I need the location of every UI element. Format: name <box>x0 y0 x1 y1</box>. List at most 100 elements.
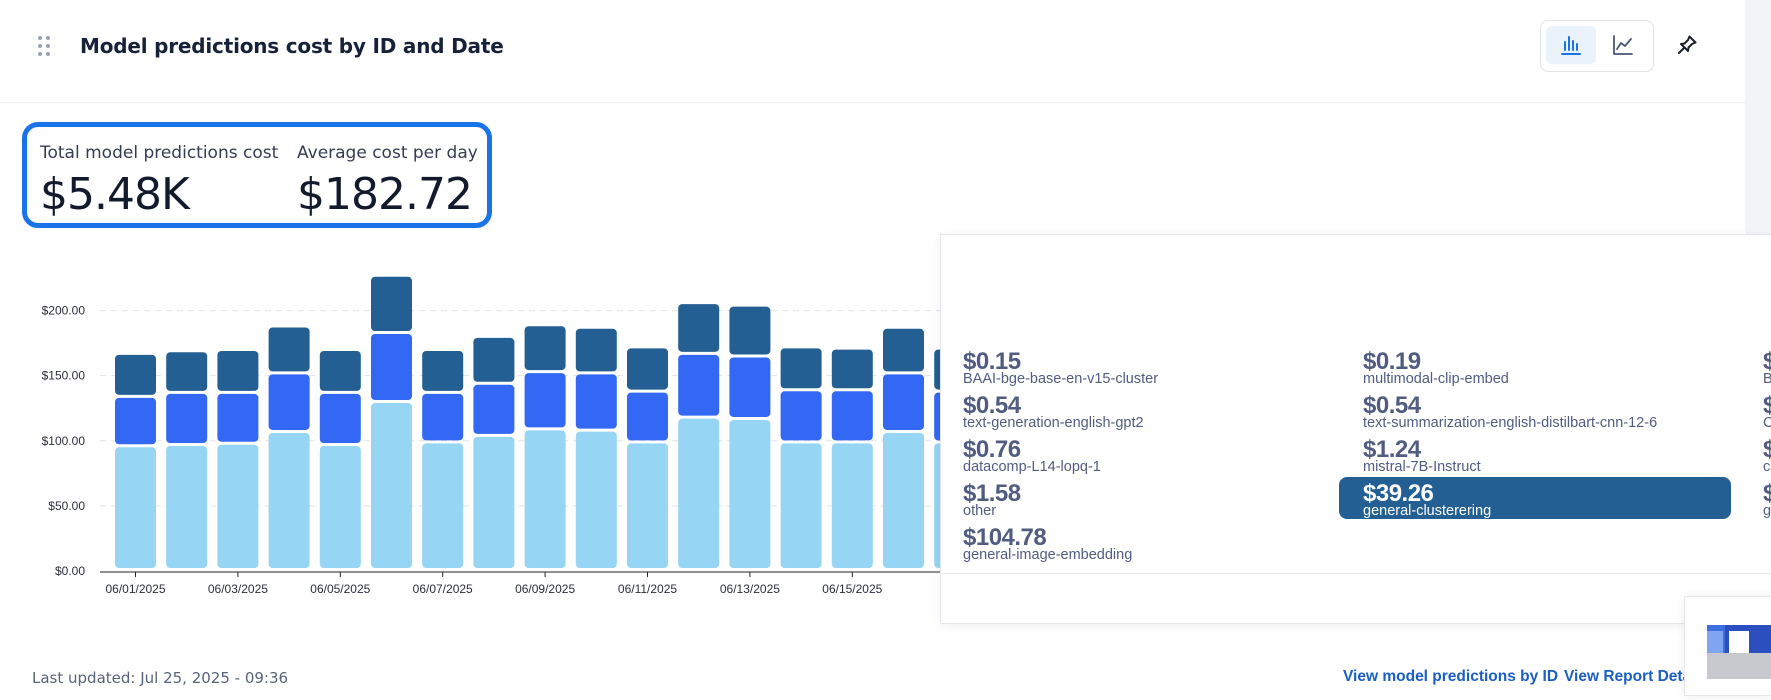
tooltip-item-value: $ <box>1763 436 1771 464</box>
bar-segment <box>166 393 208 443</box>
bar-segment <box>166 445 208 568</box>
bar-segment <box>883 374 924 430</box>
tooltip-item-value: $ <box>1763 480 1771 508</box>
bar-segment <box>524 326 566 371</box>
tooltip-item-value: $1.58 <box>963 480 1021 507</box>
bar-segment <box>627 443 668 568</box>
x-tick-label: 06/11/2025 <box>618 582 677 596</box>
bar-segment <box>115 397 156 445</box>
chart-tooltip: $0.15 BAAI-bge-base-en-v15-cluster $0.19 mu… <box>940 234 1771 624</box>
bar-segment <box>115 447 156 568</box>
last-updated-text: Last updated: Jul 25, 2025 - 09:36 <box>32 669 289 687</box>
help-widget-icon <box>1707 625 1771 679</box>
tooltip-item: $1.58 other <box>941 477 1331 519</box>
bar-segment <box>934 392 940 441</box>
tooltip-item-label: general-clusterering <box>1363 503 1492 519</box>
bar-segment <box>831 443 873 568</box>
card-title: Model predictions cost by ID and Date <box>80 34 504 58</box>
bar-segment <box>422 350 464 391</box>
tooltip-item-label: general-image-embedding <box>963 547 1133 563</box>
x-tick-label: 06/09/2025 <box>515 582 575 596</box>
y-tick-label: $50.00 <box>48 499 85 513</box>
bar-segment <box>115 354 156 395</box>
tooltip-item-label: C <box>1763 415 1771 431</box>
help-widget-button[interactable] <box>1684 596 1771 696</box>
y-tick-label: $150.00 <box>42 369 86 383</box>
bar-segment <box>268 374 310 430</box>
bar-segment <box>729 419 771 568</box>
x-tick-label: 06/07/2025 <box>413 582 473 596</box>
bar-segment <box>627 348 668 390</box>
bar-segment <box>268 327 310 372</box>
bar-segment <box>166 352 208 391</box>
x-tick-label: 06/03/2025 <box>208 582 268 596</box>
bar-segment <box>780 391 822 441</box>
bar-segment <box>934 349 940 390</box>
bar-segment <box>371 334 412 401</box>
bar-segment <box>473 384 515 434</box>
tooltip-item: $g <box>1739 477 1771 519</box>
bar-segment <box>217 393 259 442</box>
tooltip-item-label: B <box>1763 371 1771 387</box>
tooltip-item: $0.15 BAAI-bge-base-en-v15-cluster <box>941 345 1331 387</box>
tooltip-item-value: $0.76 <box>963 436 1021 463</box>
bar-segment <box>729 357 771 417</box>
bar-view-button[interactable] <box>1546 26 1596 64</box>
tooltip-item: $0.76 datacomp-L14-lopq-1 <box>941 433 1331 475</box>
tooltip-item-value: $0.54 <box>963 392 1021 419</box>
pin-icon <box>1678 35 1697 54</box>
bar-segment <box>627 392 668 441</box>
stacked-bar-chart: $0.00 $50.00 $100.00 $150.00 $200.00 06/01/20… <box>42 276 940 596</box>
y-tick-label: $0.00 <box>55 564 85 578</box>
bar-segment <box>524 430 566 568</box>
tooltip-item: $B <box>1739 345 1771 387</box>
drag-handle-icon[interactable] <box>38 36 52 58</box>
bar-segment <box>575 374 617 429</box>
bar-chart-icon <box>1561 36 1581 55</box>
tooltip-item-value: $0.54 <box>1363 392 1421 419</box>
tooltip-item-label: c <box>1763 459 1771 475</box>
bar-segment <box>371 276 412 332</box>
tooltip-item: $C <box>1739 389 1771 431</box>
x-tick-label: 06/05/2025 <box>310 582 370 596</box>
tooltip-item: $0.19 multimodal-clip-embed <box>1339 345 1731 387</box>
kpi-value: $182.72 <box>297 169 473 220</box>
view-report-details-link[interactable]: View Report Deta <box>1564 668 1692 685</box>
x-tick-label: 06/13/2025 <box>720 582 780 596</box>
tooltip-item: $0.54 text-generation-english-gpt2 <box>941 389 1331 431</box>
pin-button[interactable] <box>1672 30 1702 60</box>
bar-segment <box>831 349 873 389</box>
tooltip-item: $39.26 general-clusterering <box>1339 477 1731 519</box>
line-chart-icon <box>1613 35 1633 55</box>
bar-segment <box>780 443 822 568</box>
bar-segment <box>678 354 720 416</box>
tooltip-item-label: g <box>1763 503 1771 519</box>
bar-segment <box>422 393 464 441</box>
bar-segment <box>319 393 361 443</box>
kpi-average-cost: Average cost per day $182.72 <box>297 143 478 220</box>
tooltip-item: $c <box>1739 433 1771 475</box>
bar-segment <box>934 443 940 568</box>
x-tick-label: 06/01/2025 <box>105 582 165 596</box>
line-view-button[interactable] <box>1598 26 1648 64</box>
view-predictions-by-id-link[interactable]: View model predictions by ID <box>1343 668 1559 685</box>
tooltip-item-value: $1.24 <box>1363 436 1421 463</box>
bar-segment <box>883 432 924 568</box>
bar-segment <box>524 373 566 428</box>
tooltip-item: $0.54 text-summarization-english-distilba… <box>1339 389 1731 431</box>
tooltip-item-label: multimodal-clip-embed <box>1363 371 1509 387</box>
bar-segment <box>217 444 259 568</box>
x-tick-label: 06/15/2025 <box>822 582 882 596</box>
bar-segment <box>473 337 515 382</box>
chart-type-toggle <box>1540 20 1654 72</box>
y-tick-label: $100.00 <box>42 434 86 448</box>
bar-segment <box>729 306 771 355</box>
bar-segment <box>883 328 924 372</box>
tooltip-item-value: $39.26 <box>1363 480 1434 507</box>
tooltip-item: $1.24 mistral-7B-Instruct <box>1339 433 1731 475</box>
bar-segment <box>422 443 464 568</box>
kpi-label: Total model predictions cost <box>40 143 279 163</box>
bar-segment <box>217 350 259 391</box>
bar-segment <box>319 350 361 391</box>
tooltip-item-value: $ <box>1763 392 1771 420</box>
